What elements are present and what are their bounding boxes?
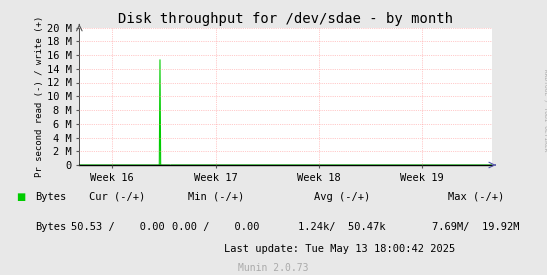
Text: Cur (-/+): Cur (-/+) [90, 192, 146, 202]
Text: ■: ■ [16, 192, 26, 202]
Text: 50.53 /    0.00: 50.53 / 0.00 [71, 222, 165, 232]
Text: Avg (-/+): Avg (-/+) [314, 192, 370, 202]
Text: Max (-/+): Max (-/+) [448, 192, 504, 202]
Y-axis label: Pr second read (-) / write (+): Pr second read (-) / write (+) [35, 16, 44, 177]
Text: Min (-/+): Min (-/+) [188, 192, 244, 202]
Text: Munin 2.0.73: Munin 2.0.73 [238, 263, 309, 273]
Text: 1.24k/  50.47k: 1.24k/ 50.47k [298, 222, 386, 232]
Text: 0.00 /    0.00: 0.00 / 0.00 [172, 222, 260, 232]
Text: RRDTOOL / TOBI OETIKER: RRDTOOL / TOBI OETIKER [543, 69, 547, 151]
Title: Disk throughput for /dev/sdae - by month: Disk throughput for /dev/sdae - by month [118, 12, 453, 26]
Text: Bytes: Bytes [36, 192, 67, 202]
Text: Bytes: Bytes [36, 222, 67, 232]
Text: Last update: Tue May 13 18:00:42 2025: Last update: Tue May 13 18:00:42 2025 [224, 244, 455, 254]
Text: 7.69M/  19.92M: 7.69M/ 19.92M [432, 222, 520, 232]
